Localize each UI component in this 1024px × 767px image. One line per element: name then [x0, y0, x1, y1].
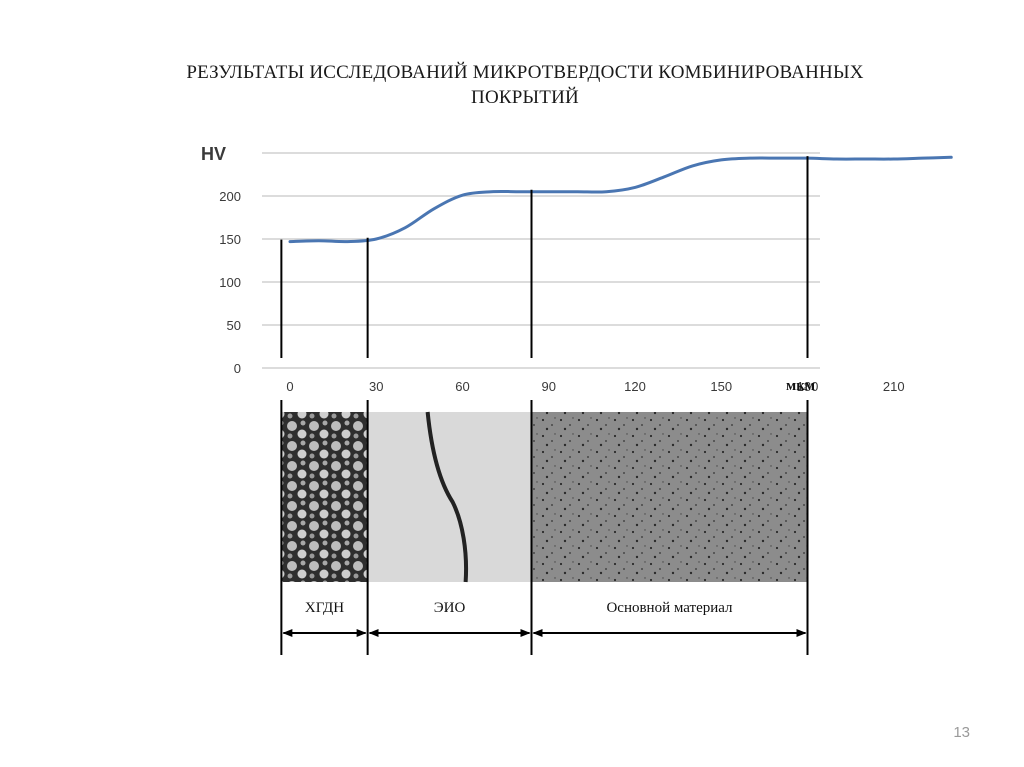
x-tick-labels: 0 30 60 90 120 150 180 210	[286, 379, 904, 394]
x-tick-label: 210	[883, 379, 905, 394]
x-tick-label: 30	[369, 379, 383, 394]
x-tick-label: 60	[455, 379, 469, 394]
y-tick-label: 200	[219, 189, 241, 204]
zone-label: ЭИО	[434, 600, 466, 616]
micrograph-base-texture	[531, 412, 808, 582]
gridlines	[262, 152, 820, 369]
micrograph	[281, 411, 808, 583]
micrograph-hgdn-region	[281, 412, 368, 582]
zone-label: ХГДН	[305, 600, 344, 616]
x-axis-unit-label: мкм	[786, 378, 815, 394]
zone-labels: ХГДН ЭИО Основной материал	[305, 600, 733, 616]
y-tick-label: 0	[234, 361, 241, 376]
slide-number: 13	[953, 724, 970, 741]
micrograph-eio-crack	[425, 411, 469, 583]
zone-boundaries	[280, 156, 809, 655]
y-tick-label: 150	[219, 232, 241, 247]
y-tick-label: 100	[219, 275, 241, 290]
slide-title: РЕЗУЛЬТАТЫ ИССЛЕДОВАНИЙ МИКРОТВЕРДОСТИ К…	[0, 60, 1024, 110]
x-tick-label: 90	[542, 379, 556, 394]
x-tick-label: 120	[624, 379, 646, 394]
y-axis-label: HV	[201, 144, 226, 164]
zone-label: Основной материал	[606, 600, 733, 616]
x-tick-label: 150	[710, 379, 732, 394]
hv-series-line	[288, 155, 953, 244]
slide-title-line-1: РЕЗУЛЬТАТЫ ИССЛЕДОВАНИЙ МИКРОТВЕРДОСТИ К…	[186, 62, 864, 83]
x-tick-label: 0	[286, 379, 293, 394]
x-tick-label: 180	[797, 379, 819, 394]
slide-title-line-2: ПОКРЫТИЙ	[471, 87, 579, 108]
y-tick-label: 50	[227, 318, 241, 333]
y-tick-labels: 0 50 100 150 200	[219, 189, 241, 376]
